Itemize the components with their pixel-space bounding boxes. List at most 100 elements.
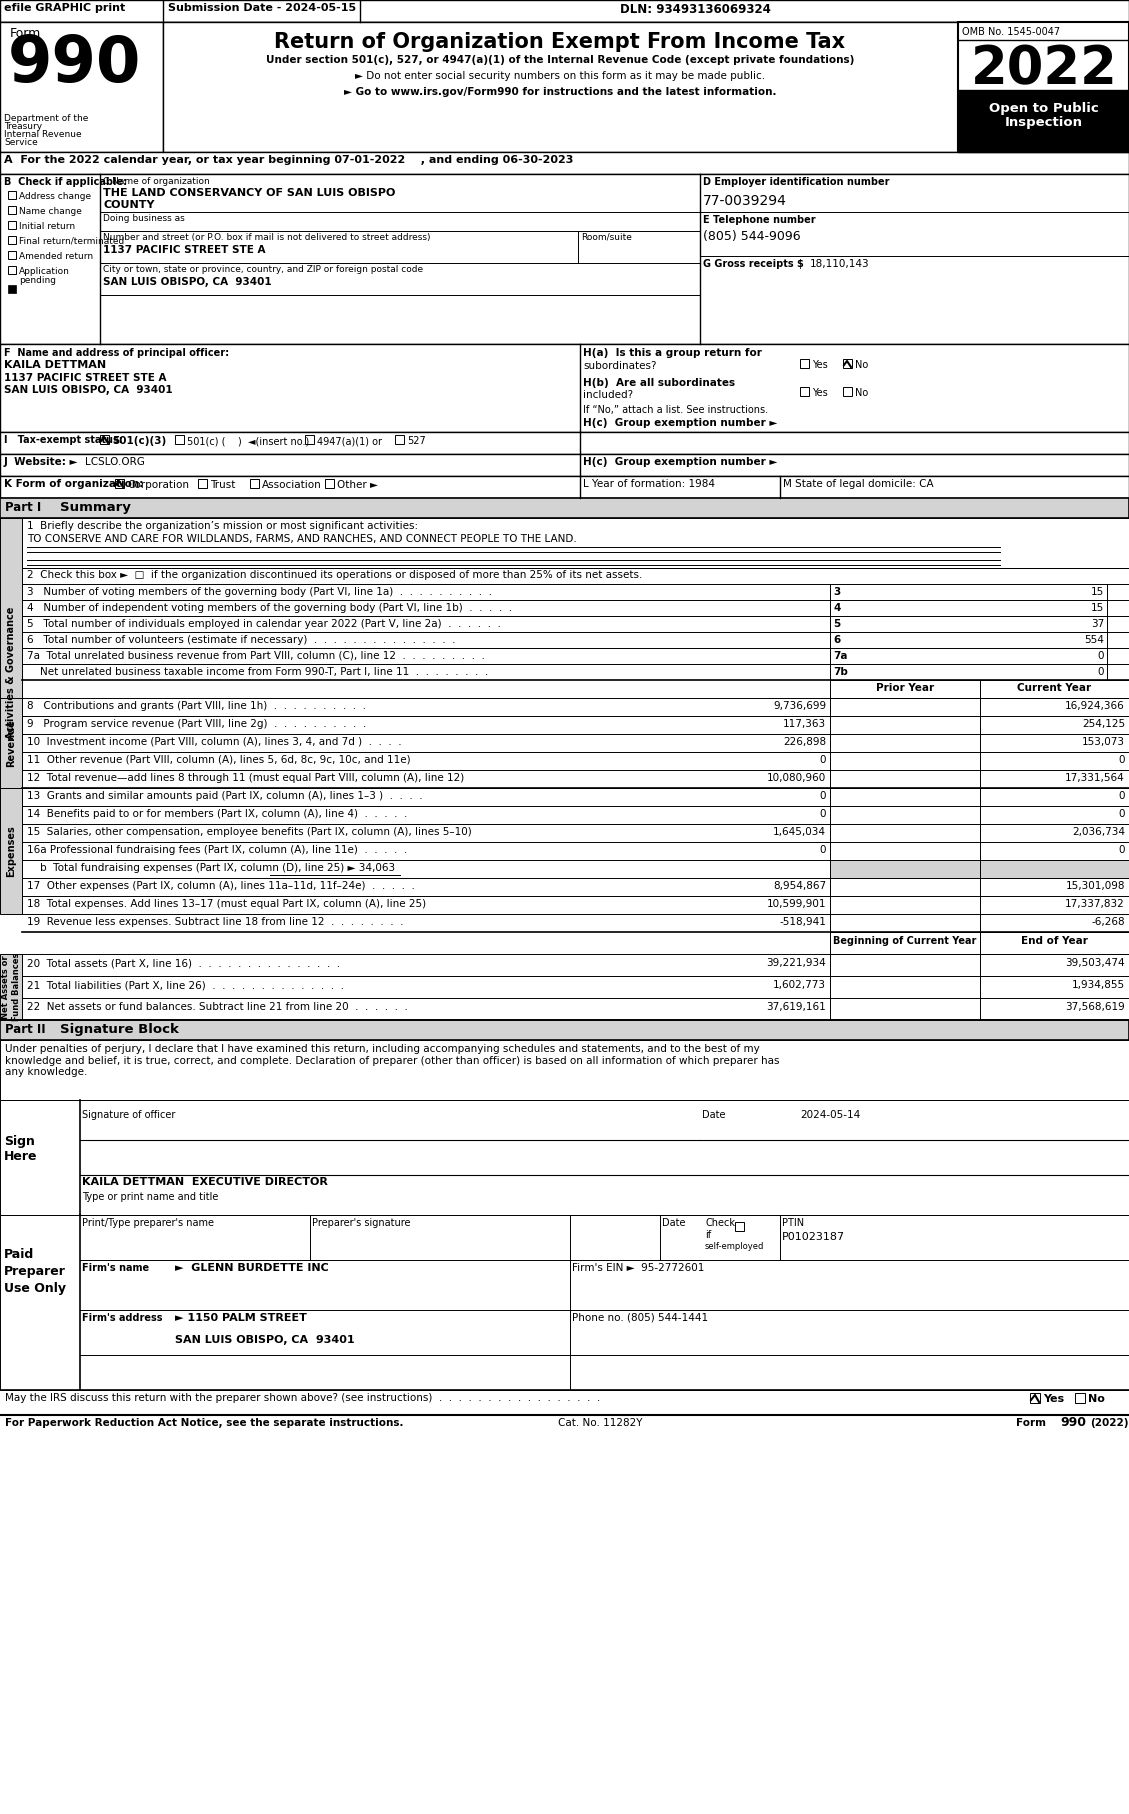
Bar [0, 475, 1129, 499]
Text: 1,934,855: 1,934,855 [1071, 980, 1124, 990]
Text: 10,599,901: 10,599,901 [767, 900, 826, 909]
Bar [1030, 1393, 1040, 1402]
Text: 0: 0 [820, 791, 826, 802]
Text: I   Tax-exempt status:: I Tax-exempt status: [5, 435, 123, 444]
Bar [395, 435, 404, 444]
Text: Address change: Address change [19, 192, 91, 201]
Bar [0, 1019, 1129, 1039]
Text: 18,110,143: 18,110,143 [809, 259, 869, 268]
Text: Number and street (or P.O. box if mail is not delivered to street address): Number and street (or P.O. box if mail i… [103, 232, 430, 241]
Text: 1137 PACIFIC STREET STE A: 1137 PACIFIC STREET STE A [103, 245, 265, 256]
Text: D Employer identification number: D Employer identification number [703, 178, 890, 187]
Text: ► Go to www.irs.gov/Form990 for instructions and the latest information.: ► Go to www.irs.gov/Form990 for instruct… [343, 87, 777, 96]
Text: self-employed: self-employed [704, 1243, 764, 1252]
Text: 2,036,734: 2,036,734 [1073, 827, 1124, 836]
Text: 15,301,098: 15,301,098 [1066, 882, 1124, 891]
Bar [735, 1223, 744, 1232]
Text: OMB No. 1545-0047: OMB No. 1545-0047 [962, 27, 1060, 36]
Text: Form: Form [1016, 1419, 1050, 1428]
Bar [8, 207, 16, 214]
Text: Sign: Sign [5, 1136, 35, 1148]
Text: Use Only: Use Only [5, 1282, 65, 1295]
Text: 39,221,934: 39,221,934 [767, 958, 826, 969]
Text: 15: 15 [1091, 602, 1104, 613]
Bar [0, 1039, 1129, 1099]
Text: 4947(a)(1) or: 4947(a)(1) or [317, 435, 382, 446]
Text: End of Year: End of Year [1021, 936, 1087, 945]
Text: Net Assets or
Fund Balances: Net Assets or Fund Balances [1, 952, 20, 1021]
Text: 254,125: 254,125 [1082, 718, 1124, 729]
Bar [0, 432, 1129, 454]
Text: For Paperwork Reduction Act Notice, see the separate instructions.: For Paperwork Reduction Act Notice, see … [5, 1419, 403, 1428]
Text: KAILA DETTMAN  EXECUTIVE DIRECTOR: KAILA DETTMAN EXECUTIVE DIRECTOR [82, 1177, 327, 1186]
Text: No: No [855, 359, 868, 370]
Text: 9,736,699: 9,736,699 [773, 700, 826, 711]
Text: H(a)  Is this a group return for: H(a) Is this a group return for [583, 348, 762, 357]
Text: 501(c)(3): 501(c)(3) [112, 435, 166, 446]
Bar [959, 22, 1129, 152]
Bar [163, 22, 959, 152]
Text: 1  Briefly describe the organization’s mission or most significant activities:: 1 Briefly describe the organization’s mi… [27, 521, 418, 532]
Bar [305, 435, 314, 444]
Text: 0: 0 [1119, 791, 1124, 802]
Text: 0: 0 [1097, 651, 1104, 660]
Text: TO CONSERVE AND CARE FOR WILDLANDS, FARMS, AND RANCHES, AND CONNECT PEOPLE TO TH: TO CONSERVE AND CARE FOR WILDLANDS, FARM… [27, 533, 577, 544]
Text: Beginning of Current Year: Beginning of Current Year [833, 936, 977, 945]
Text: Initial return: Initial return [19, 221, 76, 230]
Text: SAN LUIS OBISPO, CA  93401: SAN LUIS OBISPO, CA 93401 [175, 1335, 355, 1344]
Text: 3   Number of voting members of the governing body (Part VI, line 1a)  .  .  .  : 3 Number of voting members of the govern… [27, 588, 492, 597]
Text: Cat. No. 11282Y: Cat. No. 11282Y [558, 1419, 642, 1428]
Text: Firm's name: Firm's name [82, 1263, 149, 1273]
Bar [198, 479, 207, 488]
Text: J  Website: ►: J Website: ► [5, 457, 79, 466]
Bar [980, 680, 1129, 698]
Bar [843, 386, 852, 395]
Text: Form: Form [10, 27, 42, 40]
Text: 37,619,161: 37,619,161 [767, 1001, 826, 1012]
Text: No: No [855, 388, 868, 397]
Text: KAILA DETTMAN: KAILA DETTMAN [5, 359, 106, 370]
Text: 11  Other revenue (Part VIII, column (A), lines 5, 6d, 8c, 9c, 10c, and 11e): 11 Other revenue (Part VIII, column (A),… [27, 755, 411, 766]
Text: C Name of organization: C Name of organization [103, 178, 210, 187]
Text: K Form of organization:: K Form of organization: [5, 479, 143, 490]
Text: 4   Number of independent voting members of the governing body (Part VI, line 1b: 4 Number of independent voting members o… [27, 602, 513, 613]
Bar [8, 267, 16, 274]
Text: 5   Total number of individuals employed in calendar year 2022 (Part V, line 2a): 5 Total number of individuals employed i… [27, 619, 501, 629]
Bar [0, 454, 1129, 475]
Text: Under penalties of perjury, I declare that I have examined this return, includin: Under penalties of perjury, I declare th… [5, 1045, 779, 1078]
Text: Activities & Governance: Activities & Governance [6, 608, 16, 738]
Text: (2022): (2022) [1089, 1419, 1129, 1428]
Text: 0: 0 [820, 845, 826, 854]
Text: 990: 990 [8, 33, 141, 94]
Text: 15  Salaries, other compensation, employee benefits (Part IX, column (A), lines : 15 Salaries, other compensation, employe… [27, 827, 472, 836]
Text: City or town, state or province, country, and ZIP or foreign postal code: City or town, state or province, country… [103, 265, 423, 274]
Text: 2022: 2022 [971, 44, 1118, 94]
Text: included?: included? [583, 390, 633, 401]
Bar [325, 479, 334, 488]
Text: 17  Other expenses (Part IX, column (A), lines 11a–11d, 11f–24e)  .  .  .  .  .: 17 Other expenses (Part IX, column (A), … [27, 882, 414, 891]
Text: 5: 5 [833, 619, 840, 629]
Text: 9   Program service revenue (Part VIII, line 2g)  .  .  .  .  .  .  .  .  .  .: 9 Program service revenue (Part VIII, li… [27, 718, 366, 729]
Bar [800, 359, 809, 368]
Bar [830, 680, 980, 698]
Text: Department of the: Department of the [5, 114, 88, 123]
Text: 1,602,773: 1,602,773 [773, 980, 826, 990]
Text: H(c)  Group exemption number ►: H(c) Group exemption number ► [583, 457, 778, 466]
Bar [115, 479, 124, 488]
Bar [175, 435, 184, 444]
Text: P01023187: P01023187 [782, 1232, 846, 1243]
Text: (805) 544-9096: (805) 544-9096 [703, 230, 800, 243]
Text: 0: 0 [820, 809, 826, 818]
Text: 37,568,619: 37,568,619 [1066, 1001, 1124, 1012]
Bar [21, 519, 1129, 568]
Text: Preparer's signature: Preparer's signature [312, 1217, 411, 1228]
Text: Check: Check [704, 1217, 735, 1228]
Text: 0: 0 [1119, 755, 1124, 766]
Text: B  Check if applicable:: B Check if applicable: [5, 178, 128, 187]
Bar [830, 932, 980, 954]
Text: E Telephone number: E Telephone number [703, 216, 815, 225]
Text: M State of legal domicile: CA: M State of legal domicile: CA [784, 479, 934, 490]
Bar [8, 221, 16, 229]
Text: Paid: Paid [5, 1248, 34, 1261]
Text: 16,924,366: 16,924,366 [1066, 700, 1124, 711]
